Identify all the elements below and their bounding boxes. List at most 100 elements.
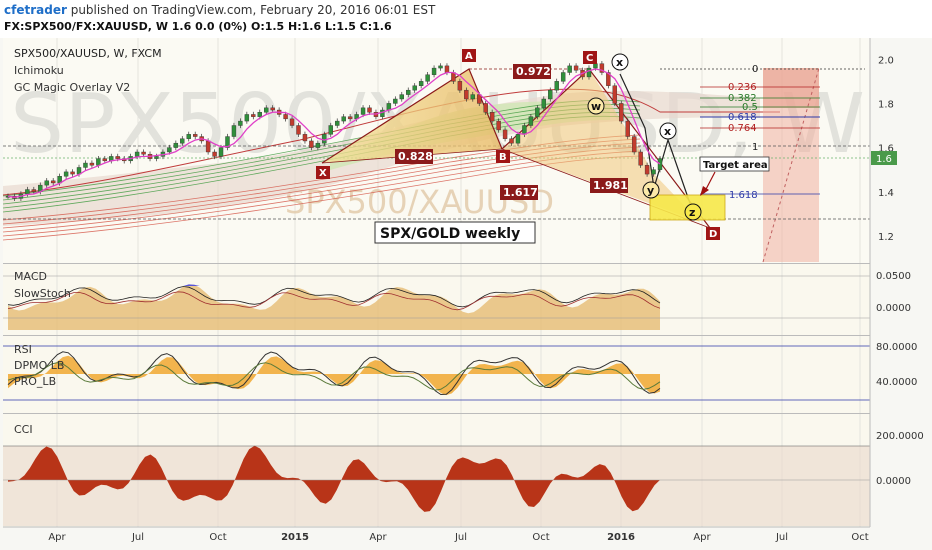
candle	[244, 114, 250, 122]
candle	[625, 120, 630, 137]
candle	[296, 125, 301, 135]
point-b: B	[499, 152, 507, 163]
ratio-labels: 0.972 0.828 1.617 1.981	[395, 64, 628, 200]
legend-indicator-1: Ichimoku	[14, 64, 64, 77]
candle	[309, 140, 314, 148]
candle	[631, 136, 637, 153]
fib-box	[3, 67, 870, 263]
candle	[425, 74, 430, 82]
slowstoch-label: SlowStoch	[14, 287, 71, 300]
legend-symbol: SPX500/XAUUSD, W, FXCM	[14, 47, 162, 60]
y-tick-0: 2.0	[878, 55, 894, 66]
target-area-label: Target area	[703, 160, 768, 171]
candle	[96, 158, 101, 166]
cci-pane: CCI	[3, 423, 870, 526]
point-a: A	[465, 51, 473, 62]
candle	[102, 158, 108, 162]
candle	[367, 107, 372, 113]
y-tick-3: 1.4	[878, 188, 894, 199]
point-c: C	[586, 53, 593, 64]
candle	[406, 89, 411, 95]
candle	[438, 65, 443, 69]
author-link[interactable]: cfetrader	[4, 3, 67, 17]
candle	[322, 134, 327, 144]
fib-05: 0.5	[742, 102, 758, 113]
x-tick-9: Jul	[775, 532, 788, 543]
chart-canvas[interactable]: SPX500/XAUUSD, W SPX500/XAUUSD	[0, 38, 932, 550]
point-x: X	[319, 168, 327, 179]
candle	[483, 103, 488, 113]
candle	[218, 147, 224, 157]
y-tick-1: 1.8	[878, 99, 894, 110]
wave-z: z	[689, 206, 695, 219]
candle	[302, 134, 308, 142]
macd-tick-2: 0.0000	[876, 303, 911, 314]
rsi-tick-2: 40.0000	[876, 377, 917, 388]
y-tick-2: 1.6	[878, 144, 894, 155]
pane-separators[interactable]	[3, 38, 871, 528]
price-axis[interactable]: 2.0 1.8 1.6 1.4 1.2	[878, 55, 894, 243]
price-tag-label: 1.6	[876, 154, 892, 165]
candle	[167, 147, 172, 153]
candle	[515, 134, 521, 144]
time-axis[interactable]: Apr Jul Oct 2015 Apr Jul Oct 2016 Apr Jul Oct	[48, 532, 868, 543]
candle	[619, 103, 624, 122]
macd-pane: MACD SlowStoch	[3, 270, 870, 330]
candle	[444, 65, 450, 73]
candle	[212, 151, 217, 157]
candle	[593, 63, 598, 69]
candle	[612, 85, 618, 104]
candle	[548, 89, 553, 100]
fib-0236: 0.236	[728, 82, 757, 93]
candle	[341, 116, 346, 122]
fib-0764: 0.764	[728, 123, 757, 134]
candle	[496, 120, 501, 131]
rsi-label: RSI	[14, 343, 32, 356]
ratio-4: 1.981	[593, 179, 628, 192]
candle	[63, 171, 69, 177]
fib-labels: 0 0.236 0.382 0.5 0.618 0.764 1 1.618	[728, 64, 758, 201]
candle	[657, 158, 663, 170]
candle	[264, 107, 269, 113]
candle	[541, 98, 547, 109]
title-box-label: SPX/GOLD weekly	[380, 226, 520, 242]
candle	[399, 94, 404, 100]
candle	[393, 98, 398, 104]
candle	[315, 142, 321, 148]
price-tag	[871, 151, 897, 165]
candle	[412, 85, 417, 91]
fib-0: 0	[752, 64, 758, 75]
candle	[50, 180, 56, 184]
candle	[509, 138, 514, 144]
candle	[638, 151, 643, 166]
rsi-pane: RSI DPMO LB PRO_LB	[3, 343, 870, 401]
wave-w: w	[591, 100, 601, 113]
candle	[180, 138, 185, 144]
target-area-box	[699, 156, 770, 172]
publish-line: cfetrader published on TradingView.com, …	[4, 3, 435, 17]
candle	[470, 94, 475, 100]
cci-tick-2: 0.0000	[876, 476, 911, 487]
candle	[31, 189, 37, 192]
candle	[651, 169, 656, 175]
title-box	[374, 221, 536, 244]
x-tick-5: Jul	[454, 532, 467, 543]
wave-labels: w x x y z	[587, 53, 702, 221]
x-tick-8: Apr	[693, 532, 711, 543]
candle	[586, 67, 592, 78]
y-tick-4: 1.2	[878, 232, 894, 243]
candle	[489, 112, 495, 122]
fib-0382: 0.382	[728, 93, 757, 104]
fib-1618: 1.618	[729, 190, 758, 201]
macd-tick-1: 0.0500	[876, 271, 911, 282]
x-tick-3: 2015	[281, 532, 309, 543]
candle	[251, 114, 256, 117]
candle	[347, 116, 353, 120]
candle	[599, 63, 605, 73]
ratio-2: 0.828	[398, 150, 433, 163]
quote-line: FX:SPX500/FX:XAUUSD, W 1.6 0.0 (0%) O:1.…	[4, 20, 392, 33]
wave-y: y	[647, 184, 654, 197]
price-ma	[7, 68, 661, 198]
candle	[360, 107, 366, 115]
dpmo-label: DPMO LB	[14, 359, 64, 372]
